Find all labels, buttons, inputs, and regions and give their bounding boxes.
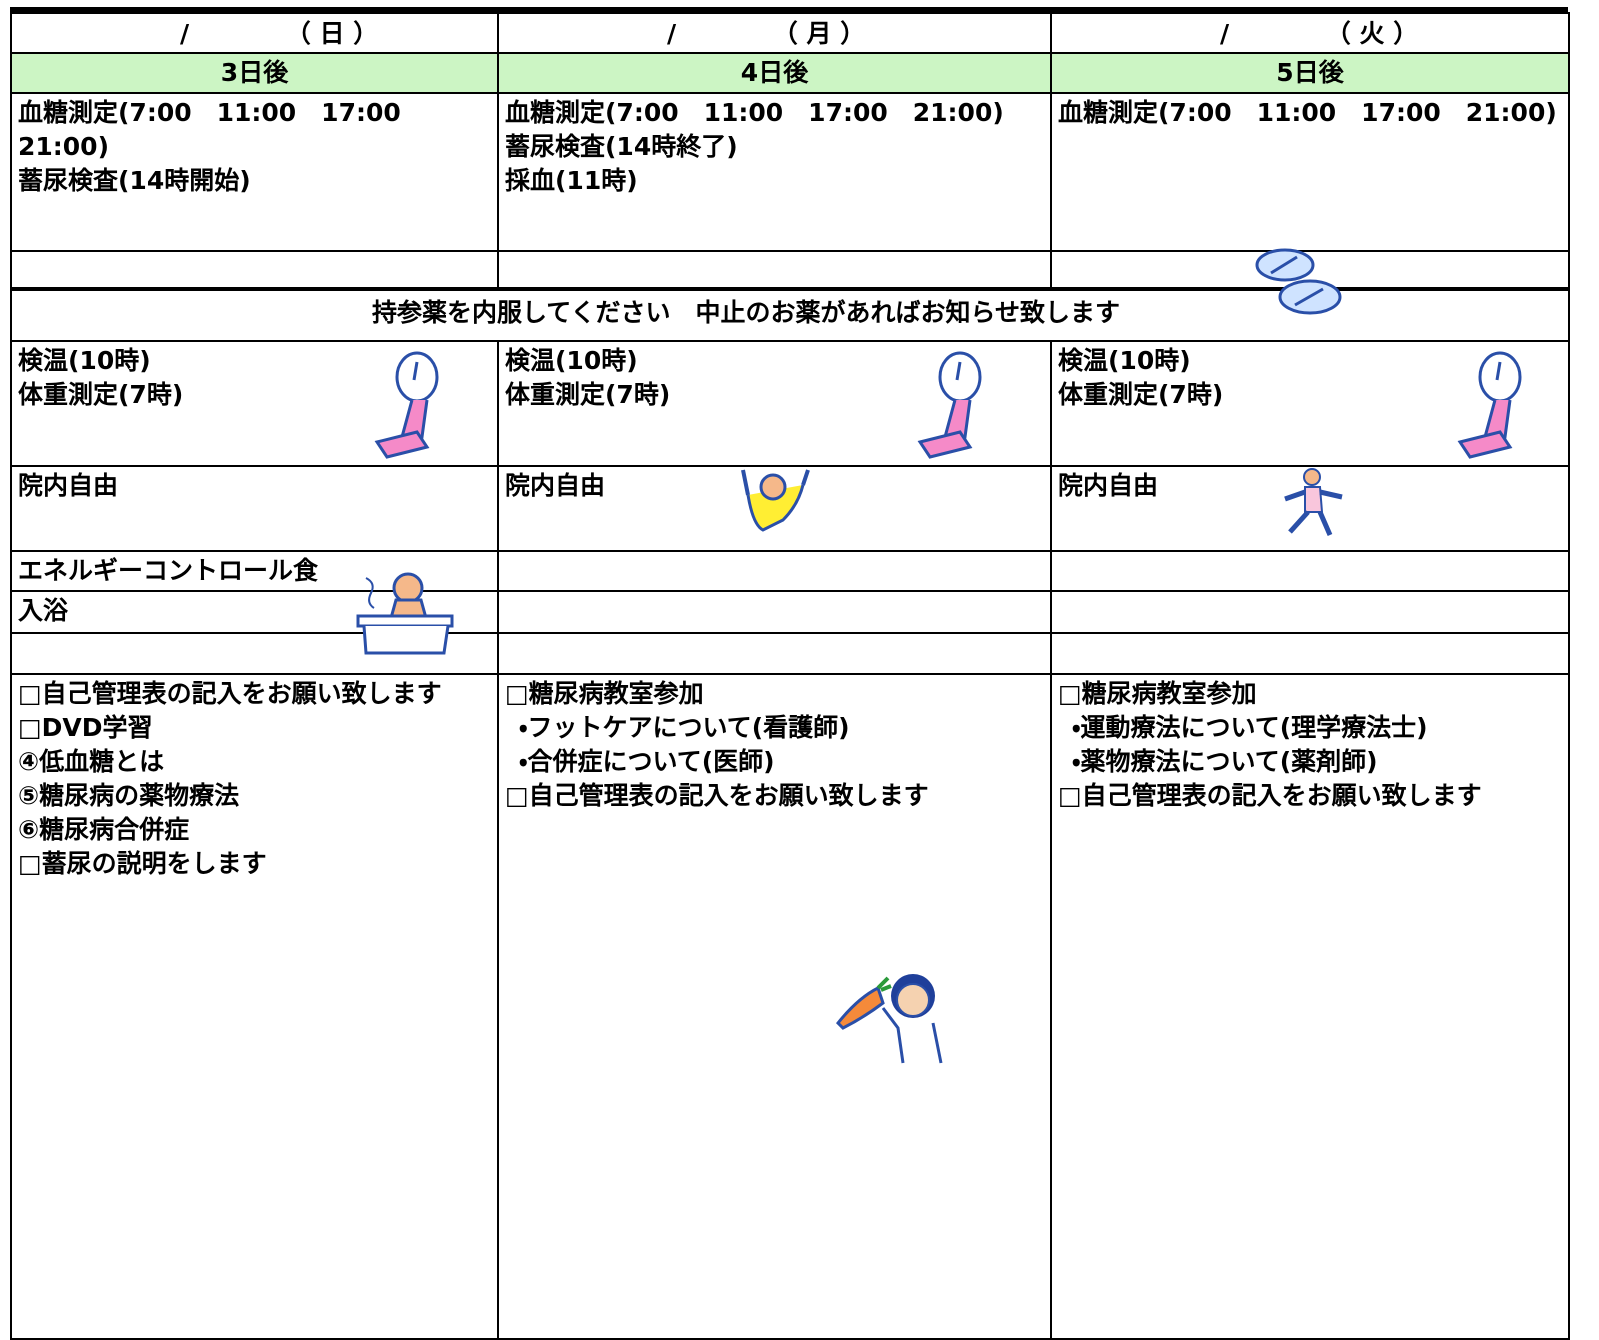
tests-cell: 血糖測定(7:00 11:00 17:00 21:00) 蓄尿検査(14時開始): [10, 92, 499, 252]
cell-line: ⑤糖尿病の薬物療法: [18, 781, 240, 810]
cell-line: 入浴: [18, 596, 69, 625]
activity-cell: 院内自由: [10, 465, 499, 552]
cell-line: 院内自由: [505, 471, 606, 500]
cell-line: 体重測定(7時): [1058, 380, 1224, 409]
cell-line: ・フットケアについて(看護師): [519, 713, 850, 742]
cell-line: 院内自由: [18, 471, 119, 500]
cell-line: 血糖測定(7:00 11:00 17:00 21:00): [1058, 98, 1557, 127]
bath-cell: [1050, 590, 1570, 634]
cell-line: ⑥糖尿病合併症: [18, 815, 190, 844]
cell-line: ④低血糖とは: [18, 747, 165, 776]
scale-icon: [1457, 351, 1522, 459]
cell-line: □自己管理表の記入をお願い致します: [1058, 781, 1482, 810]
cell-line: 蓄尿検査(14時終了): [505, 132, 738, 161]
dietitian-icon: [835, 974, 943, 1064]
tests-cell: 血糖測定(7:00 11:00 17:00 21:00): [1050, 92, 1570, 252]
tests-cell: 血糖測定(7:00 11:00 17:00 21:00) 蓄尿検査(14時終了) 採…: [497, 92, 1052, 252]
stretch-icon: [741, 469, 810, 532]
gap-cell: [10, 250, 499, 290]
gap-cell: [497, 250, 1052, 290]
cell-line: □DVD学習: [18, 713, 153, 742]
cell-line: 採血(11時): [505, 166, 638, 195]
cell-line: 体重測定(7時): [18, 380, 184, 409]
medication-notice: 持参薬を内服してください 中止のお薬があればお知らせ致します: [10, 288, 1570, 342]
date-slash: /: [1220, 19, 1230, 48]
date-slash: /: [180, 19, 190, 48]
day-label: 5日後: [1050, 52, 1570, 94]
vitals-cell: 検温(10時) 体重測定(7時): [1050, 340, 1570, 467]
blank-cell: [1050, 632, 1570, 675]
pill-icon: [1255, 248, 1342, 315]
cell-line: ・合併症について(医師): [519, 747, 775, 776]
notice-text: 持参薬を内服してください 中止のお薬があればお知らせ致します: [372, 298, 1121, 327]
cell-line: 検温(10時): [505, 346, 638, 375]
day-label: 3日後: [10, 52, 499, 94]
top-rule: [10, 7, 1568, 12]
date-header: / （ 火 ）: [1050, 12, 1570, 54]
blank-cell: [497, 632, 1052, 675]
notes-cell: □自己管理表の記入をお願い致します □DVD学習 ④低血糖とは ⑤糖尿病の薬物療法 ⑥糖…: [10, 673, 499, 1340]
cell-line: 院内自由: [1058, 471, 1159, 500]
cell-line: 血糖測定(7:00 11:00 17:00 21:00): [18, 98, 426, 161]
weekday: （ 火 ）: [1325, 19, 1419, 48]
date-slash: /: [667, 19, 677, 48]
notice-rule: [10, 287, 1570, 291]
cell-line: 検温(10時): [1058, 346, 1191, 375]
notes-cell: □糖尿病教室参加・フットケアについて(看護師) ・合併症について(医師) □自己管理…: [497, 673, 1052, 1340]
bath-cell: [497, 590, 1052, 634]
date-header: / （ 日 ）: [10, 12, 499, 54]
weekday: （ 月 ）: [772, 19, 866, 48]
date-header: / （ 月 ）: [497, 12, 1052, 54]
cell-line: □自己管理表の記入をお願い致します: [18, 679, 442, 708]
cell-line: 血糖測定(7:00 11:00 17:00 21:00): [505, 98, 1004, 127]
cell-line: エネルギーコントロール食: [18, 556, 319, 585]
cell-line: 検温(10時): [18, 346, 151, 375]
cell-line: ・運動療法について(理学療法士): [1072, 713, 1428, 742]
cell-line: 体重測定(7時): [505, 380, 671, 409]
weekday: （ 日 ）: [285, 19, 379, 48]
scale-icon: [374, 351, 439, 459]
cell-line: ・薬物療法について(薬剤師): [1072, 747, 1378, 776]
cell-line: 蓄尿検査(14時開始): [18, 166, 251, 195]
scale-icon: [917, 351, 982, 459]
meal-cell: [1050, 550, 1570, 592]
cell-line: □糖尿病教室参加: [1058, 679, 1257, 708]
cell-line: □自己管理表の記入をお願い致します: [505, 781, 929, 810]
day-label: 4日後: [497, 52, 1052, 94]
notes-cell: □糖尿病教室参加・運動療法について(理学療法士) ・薬物療法について(薬剤師) □自…: [1050, 673, 1570, 1340]
bath-icon: [356, 572, 454, 655]
meal-cell: [497, 550, 1052, 592]
cell-line: □蓄尿の説明をします: [18, 849, 267, 878]
cell-line: □糖尿病教室参加: [505, 679, 704, 708]
walk-icon: [1284, 468, 1343, 536]
